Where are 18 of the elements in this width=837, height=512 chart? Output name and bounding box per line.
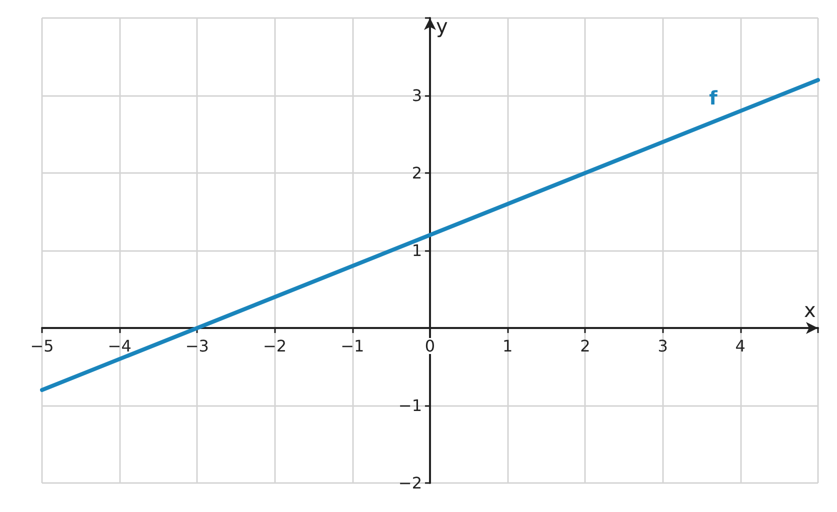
y-axis-title: y <box>436 14 448 38</box>
x-tick-label: −3 <box>185 336 209 356</box>
x-tick-label: 3 <box>658 336 668 356</box>
y-tick-label: 1 <box>412 241 422 260</box>
x-tick-label: 4 <box>735 336 746 356</box>
y-tick-label: −2 <box>398 474 422 492</box>
x-axis-title: x <box>804 298 816 322</box>
x-tick-label: −4 <box>108 336 132 356</box>
y-tick-label: 2 <box>412 164 422 182</box>
y-tick-label: −1 <box>398 396 422 415</box>
x-tick-label: −2 <box>263 336 287 356</box>
x-tick-label: 1 <box>502 336 513 356</box>
y-tick-label: 3 <box>412 86 422 105</box>
x-tick-label: 0 <box>424 336 436 356</box>
x-tick-label: −5 <box>30 336 54 356</box>
series-label: f <box>709 87 718 110</box>
x-tick-label: 2 <box>580 336 590 356</box>
x-tick-label: −1 <box>340 336 364 356</box>
